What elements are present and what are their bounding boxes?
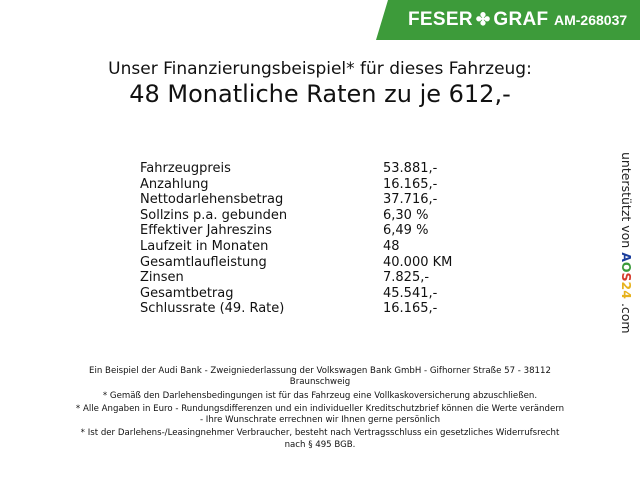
aos24-logo: AOS24	[619, 252, 634, 299]
footer-line: * Gemäß den Darlehensbedingungen ist für…	[102, 390, 538, 401]
table-row: Zinsen 7.825,-	[140, 270, 429, 286]
row-value: 16.165,-	[383, 176, 438, 192]
sponsor-note: unterstützt von AOS24 .com	[619, 152, 634, 334]
table-row: Nettodarlehensbetrag 37.716,-	[140, 192, 437, 208]
row-label: Nettodarlehensbetrag	[140, 192, 284, 208]
table-row: Fahrzeugpreis 53.881,-	[140, 161, 437, 177]
table-row: Effektiver Jahreszins 6,49 %	[140, 223, 428, 239]
table-row: Gesamtlaufleistung 40.000 KM	[140, 254, 452, 271]
footer-line: Braunschweig	[289, 377, 351, 388]
brand-left: FESER	[408, 9, 473, 30]
sponsor-prefix: unterstützt von	[619, 152, 634, 249]
row-value: 7.825,-	[383, 270, 430, 286]
row-label: Fahrzeugpreis	[140, 161, 231, 176]
row-value: 16.165,-	[383, 301, 438, 317]
row-value: 53.881,-	[383, 161, 438, 176]
row-label: Effektiver Jahreszins	[140, 223, 272, 239]
footer-disclaimer: Ein Beispiel der Audi Bank - Zweignieder…	[0, 366, 640, 451]
table-row: Gesamtbetrag 45.541,-	[140, 285, 437, 302]
clover-icon: ✤	[475, 10, 491, 29]
row-value: 6,49 %	[383, 223, 429, 239]
row-label: Anzahlung	[140, 176, 209, 192]
sponsor-suffix: .com	[619, 302, 634, 334]
row-label: Gesamtbetrag	[140, 285, 234, 301]
row-value: 45.541,-	[383, 285, 438, 301]
financing-table: Fahrzeugpreis 53.881,- Anzahlung 16.165,- Ne…	[140, 161, 452, 317]
title-line1: Unser Finanzierungsbeispiel* für dieses …	[108, 59, 532, 79]
vehicle-code: AM-268037	[554, 12, 628, 28]
row-label: Gesamtlaufleistung	[140, 254, 267, 270]
row-value: 48	[383, 238, 400, 254]
row-value: 37.716,-	[383, 192, 438, 208]
table-row: Laufzeit in Monaten 48	[140, 238, 400, 255]
footer-line: * Alle Angaben in Euro - Rundungsdiffere…	[75, 403, 565, 414]
table-row: Sollzins p.a. gebunden 6,30 %	[140, 207, 428, 224]
footer-line: * Ist der Darlehens-/Leasingnehmer Verbr…	[80, 428, 560, 439]
brand-logo: FESER ✤ GRAF	[408, 9, 548, 31]
row-label: Sollzins p.a. gebunden	[140, 207, 288, 223]
row-value: 40.000 KM	[383, 254, 453, 270]
table-row: Anzahlung 16.165,-	[140, 176, 437, 193]
footer-line: - Ihre Wunschrate errechnen wir Ihnen ge…	[199, 415, 441, 426]
table-row: Schlussrate (49. Rate) 16.165,-	[140, 301, 437, 317]
footer-line: nach § 495 BGB.	[284, 439, 356, 450]
brand-right: GRAF	[493, 9, 549, 30]
row-label: Schlussrate (49. Rate)	[140, 301, 285, 317]
header-banner	[376, 0, 640, 40]
row-label: Zinsen	[140, 270, 184, 286]
footer-line: Ein Beispiel der Audi Bank - Zweignieder…	[89, 366, 551, 376]
row-label: Laufzeit in Monaten	[140, 238, 269, 254]
row-value: 6,30 %	[383, 207, 429, 223]
title-line2: 48 Monatliche Raten zu je 612,-	[129, 80, 511, 108]
